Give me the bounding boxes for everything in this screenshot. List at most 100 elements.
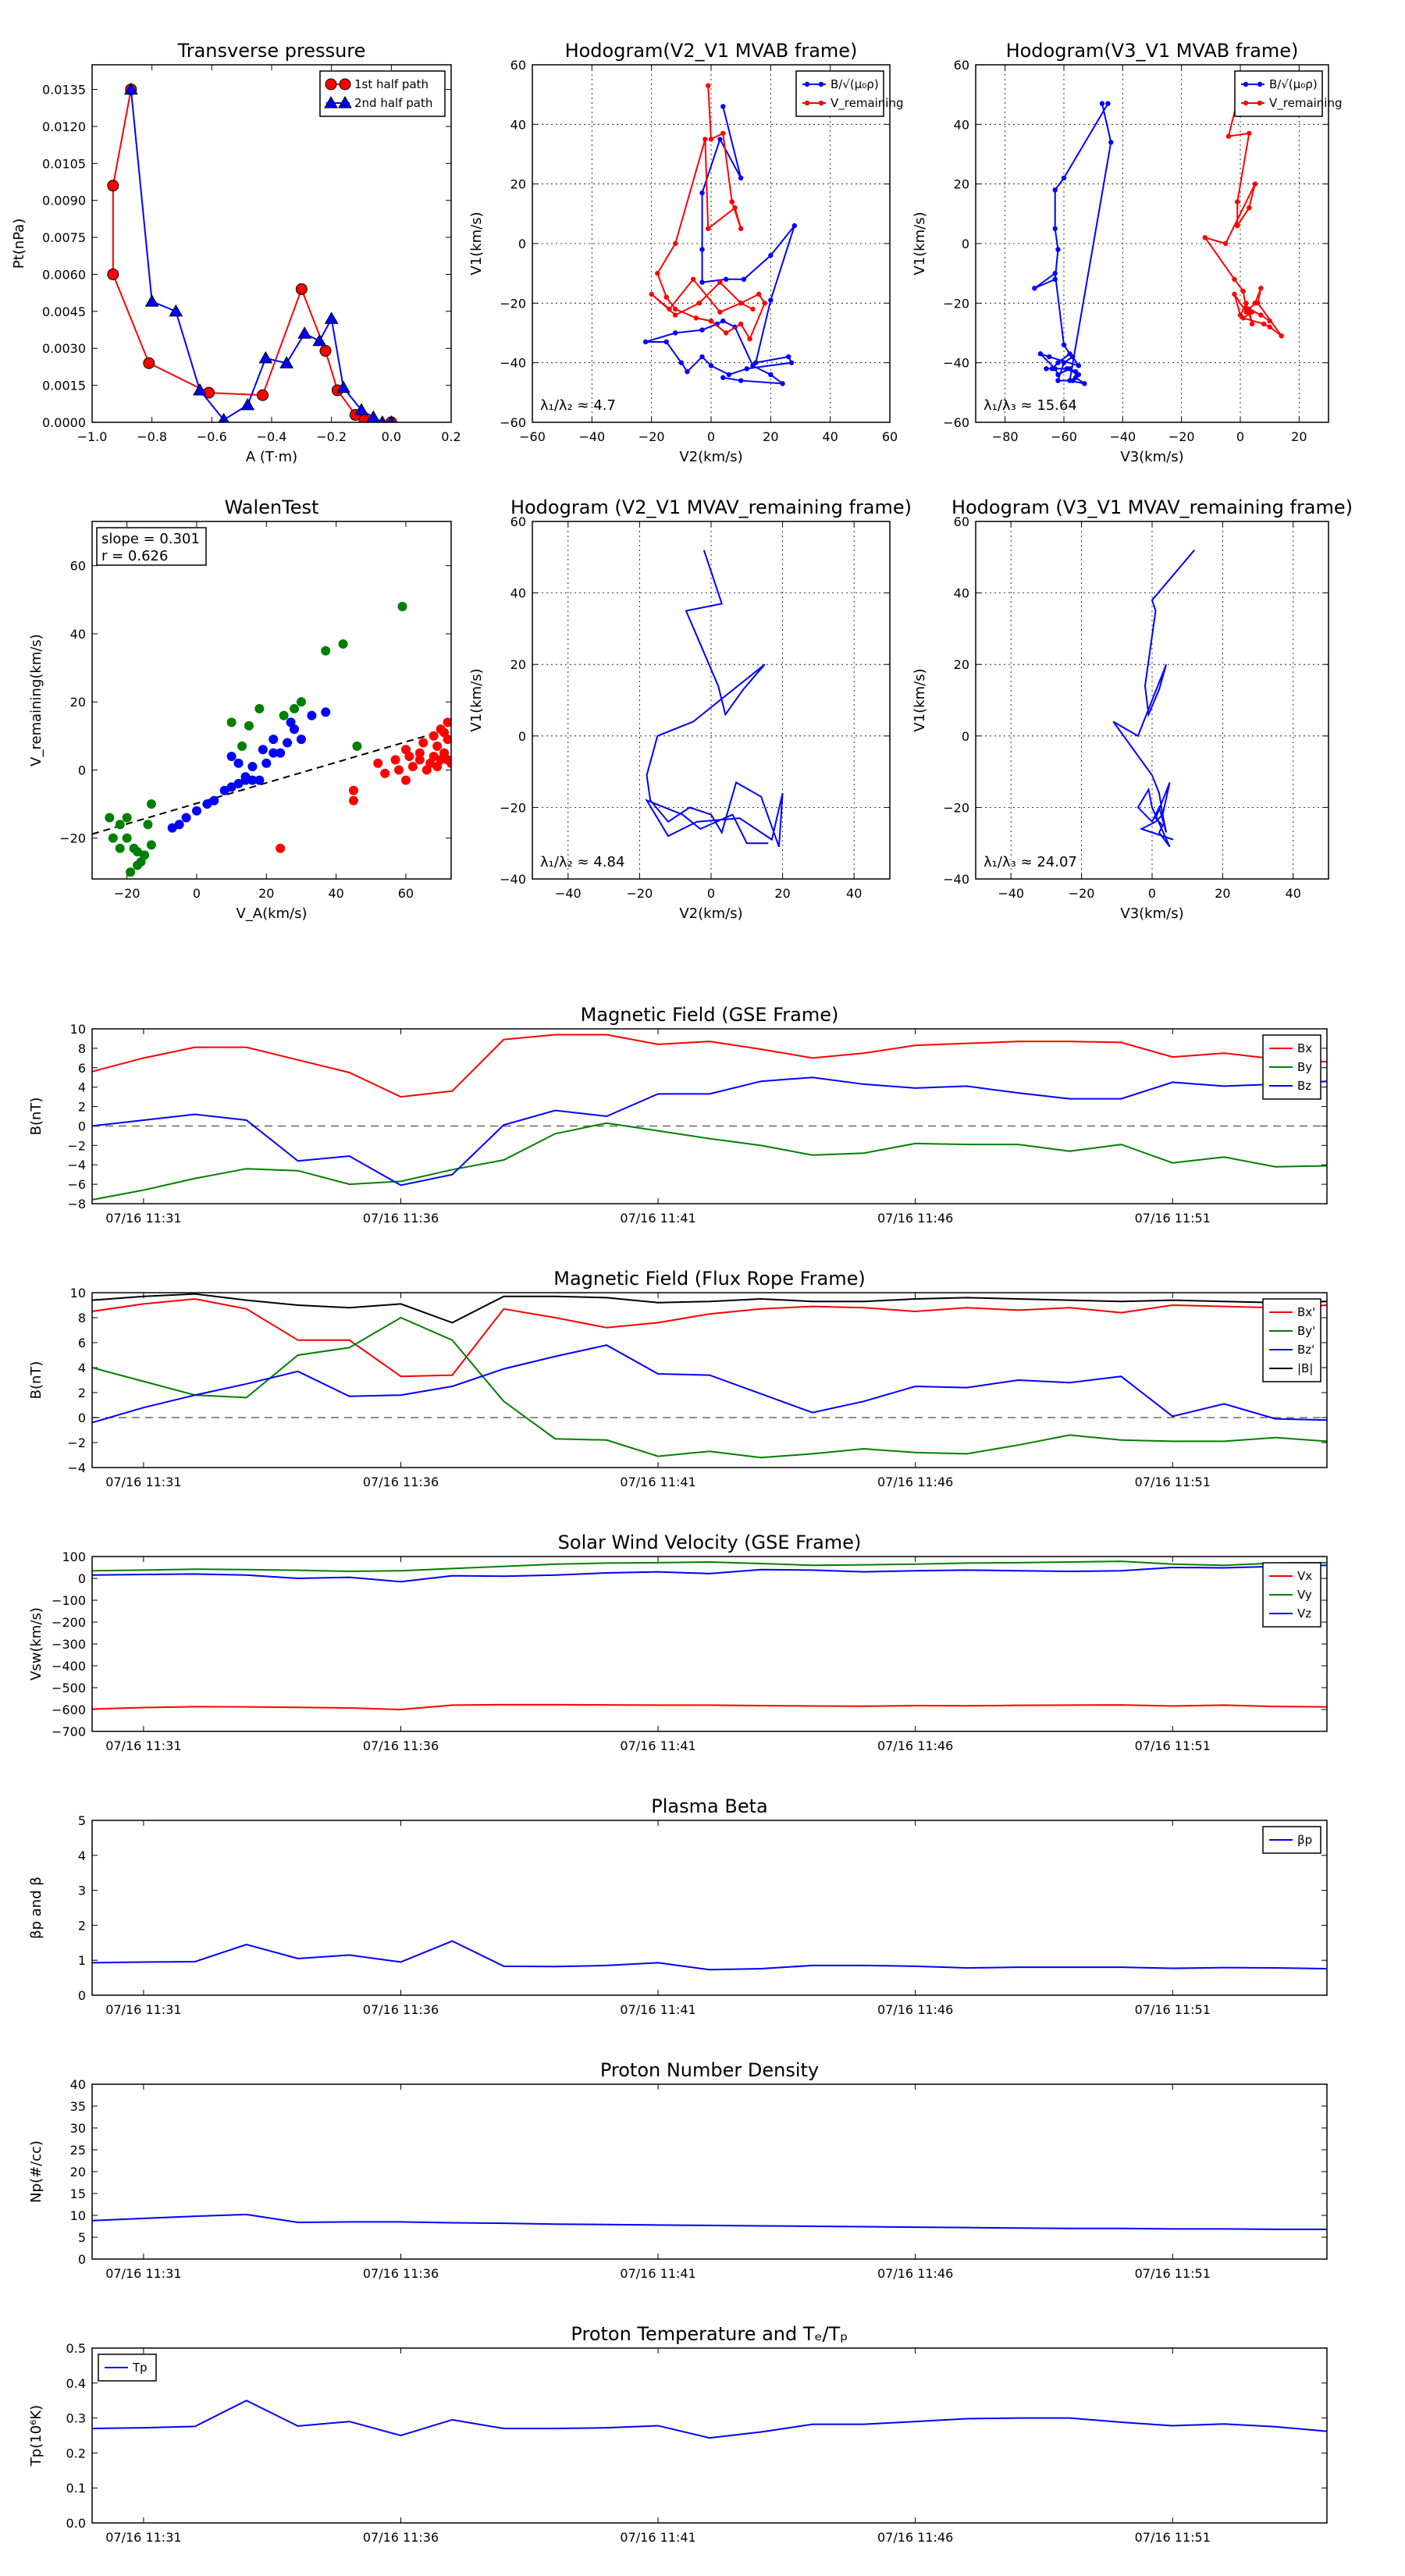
x-tick-label: 07/16 11:41	[620, 2266, 695, 2281]
data-point	[717, 279, 723, 285]
y-axis-label: Tp(10⁶K)	[28, 2405, 44, 2467]
y-tick-label: 6	[78, 1336, 86, 1350]
x-tick-label: −0.8	[137, 429, 167, 444]
series-line	[92, 1297, 1327, 1378]
y-tick-label: 60	[510, 58, 526, 73]
data-point	[400, 745, 411, 755]
data-point	[1108, 140, 1114, 145]
y-tick-label: −40	[943, 872, 969, 887]
chart-title: Hodogram(V3_V1 MVAB frame)	[1006, 40, 1299, 62]
x-axis-label: V2(km/s)	[679, 449, 742, 465]
legend-marker	[339, 78, 351, 91]
x-tick-label: 0	[1236, 429, 1244, 444]
y-tick-label: −500	[52, 1681, 86, 1695]
data-point	[726, 372, 732, 378]
chart-p12: 07/16 11:31 07/16 11:36 07/16 11:41 07/16 1…	[28, 2323, 1328, 2545]
legend-marker	[804, 100, 810, 106]
x-tick-label: −1.0	[77, 429, 108, 444]
x-tick-label: −40	[578, 429, 605, 444]
y-tick-label: 40	[70, 2077, 86, 2092]
data-point	[276, 748, 286, 758]
y-tick-label: −20	[943, 296, 969, 311]
series-by	[92, 1122, 1327, 1201]
y-axis-label: V1(km/s)	[468, 212, 485, 275]
x-axis-label: A (T·m)	[246, 449, 297, 465]
series-b-	[1032, 101, 1114, 386]
x-tick-label: 07/16 11:31	[105, 2266, 181, 2281]
x-tick-label: 07/16 11:51	[1135, 1211, 1211, 1226]
data-layer	[92, 1034, 1327, 1201]
legend-label: By'	[1297, 1324, 1315, 1338]
x-tick-label: 07/16 11:31	[105, 1738, 181, 1753]
y-tick-label: −4	[67, 1158, 86, 1172]
data-point	[1232, 291, 1237, 297]
chart-p3: −80 −60 −40 −20 0 20 −60 −40 −20 0 20 40 60 Hodogram(…	[912, 40, 1343, 465]
data-layer	[1112, 549, 1196, 848]
series-line	[1112, 549, 1196, 848]
legend-marker	[818, 81, 824, 87]
series-line	[92, 1034, 1327, 1098]
legend-marker	[325, 78, 337, 91]
y-tick-label: 40	[510, 586, 526, 601]
chart-p8: 07/16 11:31 07/16 11:36 07/16 11:41 07/16 1…	[28, 1268, 1328, 1489]
data-point	[1061, 342, 1067, 347]
y-tick-label: 20	[70, 695, 86, 710]
data-point	[1099, 101, 1105, 106]
y-tick-label: 20	[70, 2165, 86, 2179]
data-point	[1055, 378, 1061, 383]
y-tick-label: 20	[954, 177, 969, 192]
eigenvalue-ratio-label: λ₁/λ₃ ≈ 15.64	[984, 397, 1077, 414]
plot-frame	[91, 1028, 1328, 1204]
x-tick-label: 07/16 11:36	[363, 2530, 439, 2545]
y-axis-label: B(nT)	[28, 1361, 44, 1400]
x-tick-label: 07/16 11:31	[105, 2530, 181, 2545]
series-0	[645, 550, 784, 848]
data-point	[143, 820, 153, 830]
y-tick-label: 0.4	[66, 2376, 86, 2391]
y-tick-label: −6	[67, 1177, 86, 1192]
y-tick-label: 40	[954, 586, 969, 601]
data-point	[1067, 378, 1072, 383]
x-tick-label: 20	[1215, 886, 1230, 901]
data-point	[655, 270, 660, 276]
legend-label: Vx	[1297, 1569, 1312, 1583]
data-point	[380, 768, 390, 778]
series-line	[92, 1703, 1327, 1711]
x-axis-label: V_A(km/s)	[236, 906, 307, 922]
data-point	[202, 799, 212, 809]
y-tick-label: 1	[78, 1953, 86, 1968]
y-tick-label: 0	[78, 1411, 86, 1425]
legend-marker	[1257, 100, 1263, 106]
data-point	[254, 703, 265, 713]
x-tick-label: 40	[1286, 886, 1301, 901]
chart-title: Hodogram(V2_V1 MVAB frame)	[565, 40, 858, 62]
series-0	[1112, 549, 1196, 848]
y-tick-label: 10	[70, 1286, 86, 1300]
y-tick-label: 2	[78, 1100, 86, 1115]
y-tick-label: −100	[52, 1593, 86, 1608]
chart-title: Proton Number Density	[600, 2059, 819, 2081]
y-tick-label: 35	[70, 2099, 86, 2114]
data-point	[750, 363, 756, 368]
data-point	[720, 130, 726, 136]
data-point	[133, 860, 143, 870]
data-point	[1243, 301, 1249, 306]
data-point	[1252, 181, 1258, 187]
data-point	[257, 389, 269, 401]
y-tick-label: 6	[78, 1061, 86, 1076]
chart-p9: 07/16 11:31 07/16 11:36 07/16 11:41 07/16 1…	[28, 1532, 1328, 1753]
data-point	[1052, 187, 1058, 193]
x-axis-label: V3(km/s)	[1120, 906, 1183, 922]
x-tick-label: 07/16 11:41	[620, 2002, 695, 2017]
data-point	[418, 738, 429, 748]
y-tick-label: 4	[78, 1848, 86, 1863]
data-point	[1061, 360, 1067, 365]
chart-title: Magnetic Field (Flux Rope Frame)	[553, 1268, 865, 1290]
data-point	[107, 268, 119, 280]
data-point	[352, 741, 362, 751]
data-point	[1267, 318, 1272, 324]
data-point	[269, 748, 279, 758]
y-tick-label: 40	[954, 117, 969, 132]
data-point	[279, 356, 294, 368]
series-line	[92, 1076, 1327, 1187]
